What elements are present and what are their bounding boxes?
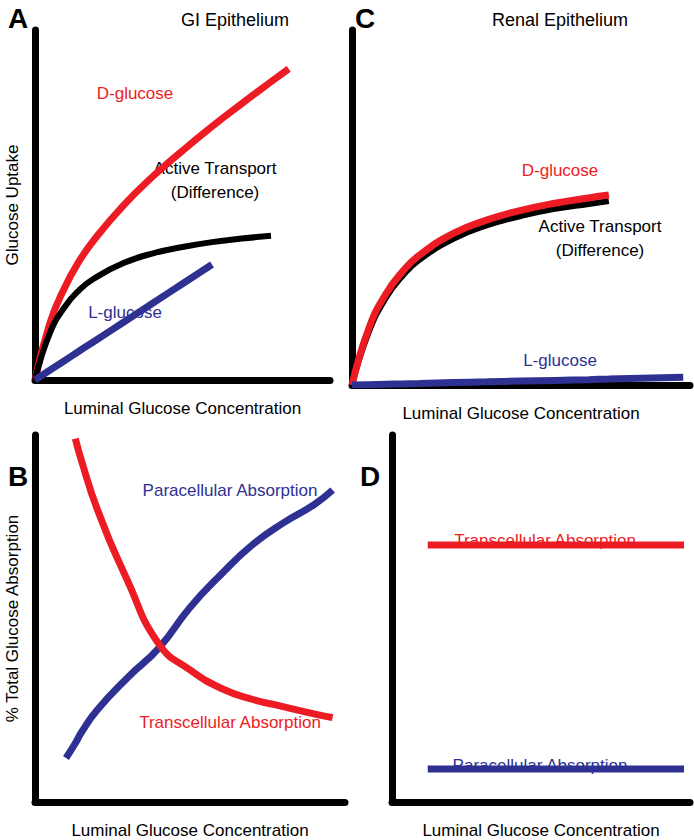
svg-text:Paracellular Absorption: Paracellular Absorption xyxy=(452,755,628,775)
svg-text:GI Epithelium: GI Epithelium xyxy=(181,10,289,30)
svg-text:Active Transport: Active Transport xyxy=(539,217,662,236)
svg-text:Luminal Glucose Concentration: Luminal Glucose Concentration xyxy=(422,821,659,840)
svg-text:Glucose Uptake: Glucose Uptake xyxy=(3,145,22,266)
svg-text:L-glucose: L-glucose xyxy=(88,302,162,322)
svg-text:(Difference): (Difference) xyxy=(556,241,645,260)
svg-text:(Difference): (Difference) xyxy=(171,183,260,202)
svg-text:A: A xyxy=(8,3,28,34)
svg-text:Transcellular Absorption: Transcellular Absorption xyxy=(139,713,321,732)
svg-text:Luminal Glucose Concentration: Luminal Glucose Concentration xyxy=(64,399,301,418)
svg-text:C: C xyxy=(355,3,375,34)
svg-text:Paracellular Absorption: Paracellular Absorption xyxy=(143,481,318,500)
svg-text:Luminal Glucose Concentration: Luminal Glucose Concentration xyxy=(71,821,308,840)
svg-text:L-glucose: L-glucose xyxy=(523,351,597,370)
svg-text:Transcellular Absorption: Transcellular Absorption xyxy=(454,530,636,550)
svg-text:% Total Glucose Absorption: % Total Glucose Absorption xyxy=(3,515,22,723)
svg-text:Active Transport: Active Transport xyxy=(153,158,277,178)
svg-text:B: B xyxy=(8,461,28,492)
svg-text:D-glucose: D-glucose xyxy=(522,161,599,180)
svg-text:D-glucose: D-glucose xyxy=(97,84,174,103)
svg-text:Renal Epithelium: Renal Epithelium xyxy=(492,10,628,30)
svg-text:Luminal Glucose Concentration: Luminal Glucose Concentration xyxy=(402,404,639,423)
svg-text:D: D xyxy=(360,461,380,492)
